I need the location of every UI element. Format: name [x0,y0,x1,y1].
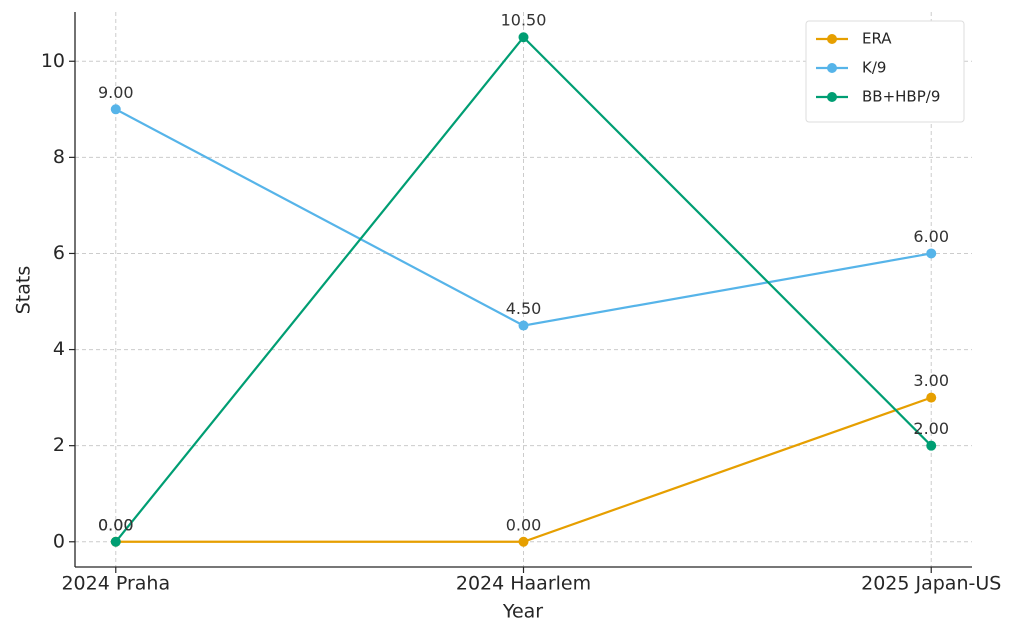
y-tick-label: 8 [53,146,65,168]
data-label: 0.00 [506,515,542,534]
data-label: 0.00 [98,515,134,534]
data-label: 4.50 [506,299,542,318]
legend-marker [827,63,837,73]
legend: ERA K/9 BB+HBP/9 [805,20,965,123]
data-label: 2.00 [913,419,949,438]
y-tick-label: 6 [53,242,65,264]
data-label: 6.00 [913,227,949,246]
data-point [926,440,937,451]
legend-marker [827,92,837,102]
y-tick-label: 0 [53,530,65,552]
data-label: 9.00 [98,83,134,102]
y-tick-label: 2 [53,434,65,456]
x-axis-label: Year [502,601,543,623]
legend-label: ERA [862,30,892,48]
y-axis-label: Stats [13,266,35,315]
legend-marker [827,34,837,44]
y-tick-label: 10 [41,50,65,72]
legend-label: BB+HBP/9 [862,88,940,106]
data-point [926,392,937,403]
x-tick-label: 2024 Praha [61,573,170,595]
data-point [518,320,529,331]
data-point [110,104,121,115]
data-point [110,536,121,547]
data-point [518,536,529,547]
data-label: 10.50 [501,11,547,30]
data-point [518,32,529,43]
data-label: 3.00 [913,371,949,390]
x-tick-label: 2025 Japan-US [861,573,1001,595]
y-tick-label: 4 [53,338,65,360]
legend-label: K/9 [862,59,886,77]
x-tick-label: 2024 Haarlem [456,573,591,595]
data-point [926,248,937,259]
